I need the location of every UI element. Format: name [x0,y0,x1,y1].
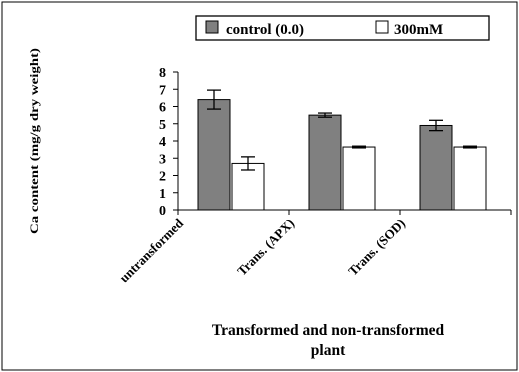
x-axis-title-line1: Transformed and non-transformed [212,322,445,339]
bar [308,114,342,211]
bar [342,146,376,211]
legend-swatch-control [205,20,219,34]
legend-label-300mm: 300mM [394,22,443,38]
y-tick-label: 7 [159,83,166,98]
y-tick-label: 2 [159,170,166,185]
bar [453,146,487,211]
legend-label-control: control (0.0) [226,22,304,38]
legend-swatch-300mm [375,20,389,34]
bar [197,99,231,211]
y-tick-label: 4 [159,135,166,150]
y-tick-label: 0 [159,204,166,219]
y-tick-label: 8 [159,66,166,81]
y-tick-label: 1 [159,187,166,202]
y-tick-label: 3 [159,152,166,167]
y-tick-label: 6 [159,101,166,116]
legend-box [195,15,490,41]
legend: control (0.0) 300mM [195,15,490,41]
x-axis-title-line2: plant [311,342,346,359]
y-tick-label: 5 [159,118,166,133]
y-axis-title: Ca content (mg/g dry weight) [29,48,41,234]
bar [419,124,453,211]
